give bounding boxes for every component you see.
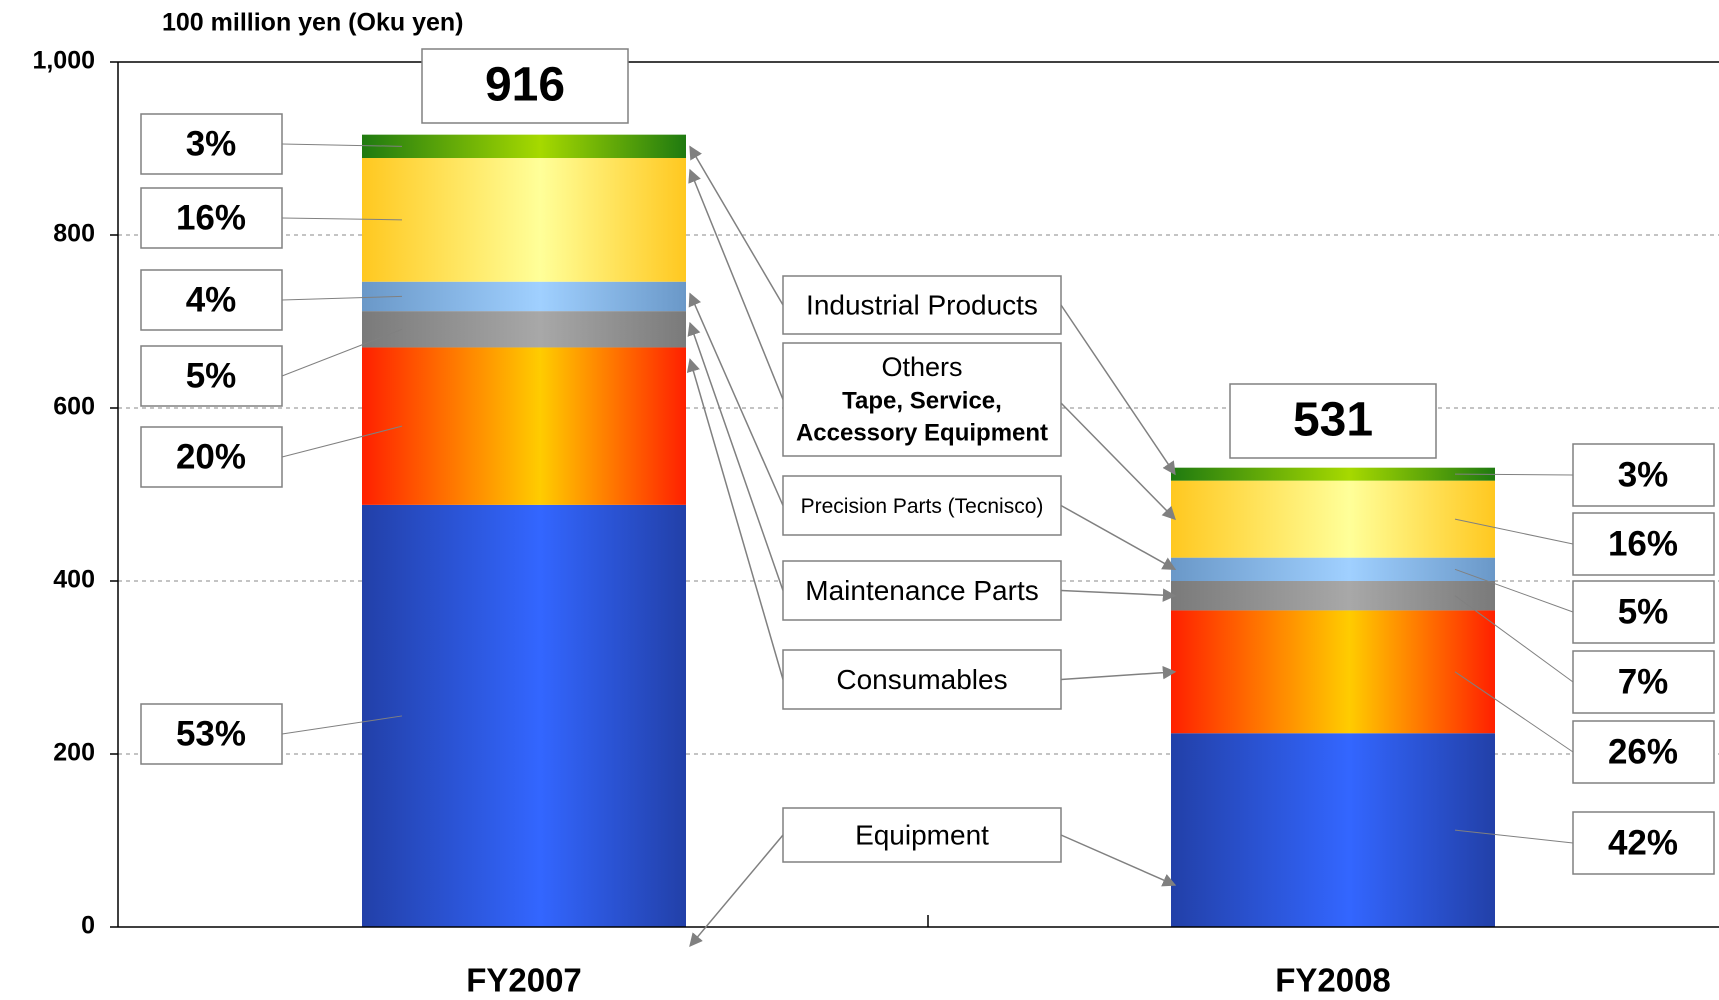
share-box (1572, 580, 1715, 644)
bar-segment (362, 311, 686, 348)
legend-arrow (1060, 834, 1177, 887)
leader-line (281, 425, 403, 458)
legend-box (782, 275, 1062, 335)
share-label: 5% (1618, 592, 1669, 631)
total-box (1229, 383, 1437, 459)
share-box (140, 269, 283, 331)
bar-segment (362, 158, 686, 282)
bar-segment (362, 134, 686, 159)
legend-arrow (1060, 665, 1177, 681)
y-axis-label: 100 million yen (Oku yen) (162, 9, 463, 37)
bar-segment (362, 347, 686, 505)
share-label: 3% (186, 124, 237, 163)
bar-segment (1171, 480, 1495, 558)
legend-arrow (688, 292, 784, 506)
legend-arrow (1060, 402, 1176, 521)
leader-line (281, 143, 403, 147)
total-label: 916 (485, 59, 565, 112)
y-tick-label: 200 (53, 739, 95, 767)
leader-line (1454, 829, 1574, 844)
leader-line (1454, 568, 1574, 613)
legend-arrow (688, 168, 784, 400)
category-label: FY2007 (466, 962, 582, 999)
share-label: 7% (1618, 662, 1669, 701)
y-tick-label: 600 (53, 393, 95, 421)
bar-segment (362, 281, 686, 312)
y-tick-label: 1,000 (32, 47, 95, 75)
bar-segment (1171, 610, 1495, 734)
share-label: 26% (1608, 732, 1678, 771)
bar-segment (1171, 557, 1495, 581)
legend-arrow (689, 145, 784, 306)
legend-box (782, 475, 1062, 536)
legend-box (782, 649, 1062, 710)
legend-arrow (686, 358, 784, 680)
share-box (140, 426, 283, 488)
leader-line (281, 295, 403, 301)
y-tick-label: 0 (81, 912, 95, 940)
share-label: 16% (176, 198, 246, 237)
leader-line (1454, 473, 1574, 476)
y-tick-label: 400 (53, 566, 95, 594)
share-box (140, 113, 283, 175)
bar-segment (1171, 733, 1495, 927)
total-label: 531 (1293, 394, 1373, 447)
bar-segment (1171, 467, 1495, 481)
share-box (1572, 443, 1715, 507)
legend-label: Industrial Products (806, 289, 1038, 320)
legend-label: Maintenance Parts (805, 575, 1038, 606)
legend-arrow (1060, 304, 1176, 476)
total-box (421, 48, 629, 124)
legend-detail: Accessory Equipment (796, 419, 1048, 446)
share-label: 53% (176, 714, 246, 753)
share-label: 4% (186, 280, 237, 319)
share-label: 42% (1608, 823, 1678, 862)
share-label: 3% (1618, 455, 1669, 494)
legend-label: Others (881, 352, 962, 382)
y-tick-label: 800 (53, 220, 95, 248)
legend-box (782, 342, 1062, 457)
bar-segment (1171, 581, 1495, 611)
leader-line (1454, 671, 1574, 753)
share-label: 20% (176, 437, 246, 476)
share-label: 5% (186, 356, 237, 395)
share-box (1572, 650, 1715, 714)
share-box (1572, 811, 1715, 875)
share-box (1572, 512, 1715, 576)
legend-box (782, 560, 1062, 621)
share-label: 16% (1608, 524, 1678, 563)
share-box (140, 703, 283, 765)
leader-line (1454, 595, 1574, 683)
legend-arrow (687, 321, 784, 591)
legend-label: Precision Parts (Tecnisco) (801, 495, 1044, 518)
share-box (140, 187, 283, 249)
leader-line (281, 217, 403, 221)
legend-box (782, 807, 1062, 863)
legend-label: Equipment (855, 819, 989, 850)
legend-detail: Tape, Service, (842, 387, 1002, 414)
leader-line (281, 715, 403, 735)
leader-line (281, 328, 403, 377)
share-box (140, 345, 283, 407)
category-label: FY2008 (1275, 962, 1391, 999)
share-box (1572, 720, 1715, 784)
bar-segment (362, 504, 686, 927)
legend-arrow (1060, 504, 1177, 570)
legend-arrow (1060, 588, 1177, 602)
legend-arrow (689, 834, 784, 947)
legend-label: Consumables (836, 664, 1007, 695)
leader-line (1454, 518, 1574, 545)
